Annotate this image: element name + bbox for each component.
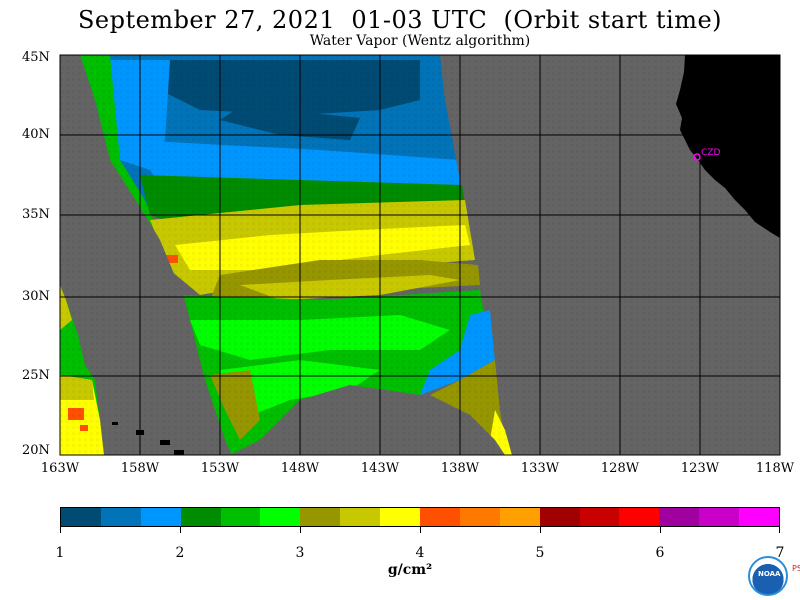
colorbar-tick-7: 7 — [775, 545, 785, 561]
noaa-logo — [748, 556, 788, 596]
colorbar-cell — [140, 508, 181, 526]
lon-label-148w: 148W — [280, 461, 320, 476]
lat-label-40n: 40N — [22, 127, 50, 142]
station-label: CZD — [701, 148, 720, 158]
lat-label-25n: 25N — [22, 368, 50, 383]
lon-label-118w: 118W — [755, 461, 795, 476]
colorbar-cell — [380, 508, 421, 526]
colorbar-tick-6: 6 — [655, 545, 665, 561]
psl-logo-text: PSL — [792, 564, 800, 573]
colorbar-units: g/cm² — [387, 562, 433, 578]
colorbar-cell — [459, 508, 500, 526]
lon-label-128w: 128W — [600, 461, 640, 476]
lat-label-35n: 35N — [22, 207, 50, 222]
lon-label-143w: 143W — [360, 461, 400, 476]
colorbar-tick-3: 3 — [295, 545, 305, 561]
colorbar-tick-5: 5 — [535, 545, 545, 561]
lon-label-133w: 133W — [520, 461, 560, 476]
colorbar-cell — [340, 508, 381, 526]
lat-label-20n: 20N — [22, 443, 50, 458]
lon-label-123w: 123W — [680, 461, 720, 476]
colorbar-cell — [300, 508, 341, 526]
colorbar-cell — [499, 508, 540, 526]
colorbar-cell — [699, 508, 740, 526]
lon-label-153w: 153W — [200, 461, 240, 476]
colorbar-cell — [100, 508, 141, 526]
colorbar-cell — [180, 508, 221, 526]
colorbar-tick-2: 2 — [175, 545, 185, 561]
colorbar-cell — [260, 508, 301, 526]
lat-label-45n: 45N — [22, 50, 50, 65]
lat-lon-grid — [60, 55, 780, 455]
lon-label-138w: 138W — [440, 461, 480, 476]
colorbar-tick-4: 4 — [415, 545, 425, 561]
colorbar — [60, 507, 780, 527]
colorbar-cell — [739, 508, 780, 526]
colorbar-cell — [539, 508, 580, 526]
colorbar-tick-1: 1 — [55, 545, 65, 561]
colorbar-cell — [420, 508, 460, 526]
lon-label-163w: 163W — [40, 461, 80, 476]
colorbar-cell — [220, 508, 261, 526]
colorbar-cell — [61, 508, 101, 526]
map-frame — [59, 54, 781, 456]
colorbar-cell — [659, 508, 700, 526]
station-marker — [693, 153, 701, 161]
noaa-logo-text: NOAA — [758, 570, 781, 578]
lon-label-158w: 158W — [120, 461, 160, 476]
colorbar-cell — [619, 508, 660, 526]
colorbar-cell — [579, 508, 620, 526]
map-title: September 27, 2021 01-03 UTC (Orbit star… — [77, 6, 723, 34]
map-subtitle: Water Vapor (Wentz algorithm) — [309, 33, 531, 49]
lat-label-30n: 30N — [22, 289, 50, 304]
